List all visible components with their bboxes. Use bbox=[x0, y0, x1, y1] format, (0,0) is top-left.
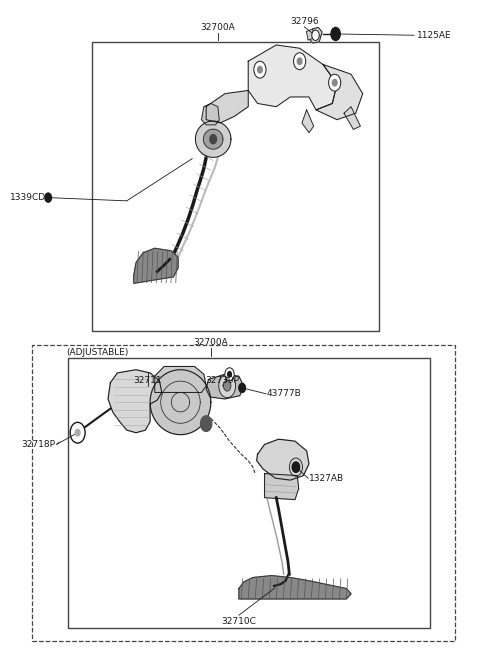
Polygon shape bbox=[134, 248, 178, 284]
Polygon shape bbox=[248, 45, 337, 110]
Circle shape bbox=[254, 61, 266, 78]
Circle shape bbox=[224, 381, 231, 391]
Text: 1125AE: 1125AE bbox=[417, 31, 451, 40]
Circle shape bbox=[70, 422, 85, 443]
Circle shape bbox=[201, 416, 212, 432]
Polygon shape bbox=[257, 440, 309, 480]
Circle shape bbox=[210, 135, 216, 143]
Circle shape bbox=[297, 58, 302, 64]
Polygon shape bbox=[155, 366, 206, 392]
Polygon shape bbox=[344, 107, 360, 130]
Text: 32711: 32711 bbox=[133, 376, 162, 384]
Text: 32710C: 32710C bbox=[221, 616, 256, 626]
Bar bbox=[32, 345, 455, 641]
Circle shape bbox=[329, 74, 341, 91]
Text: 1339CD: 1339CD bbox=[10, 193, 47, 202]
Circle shape bbox=[240, 384, 245, 392]
Polygon shape bbox=[204, 129, 223, 149]
Text: 1327AB: 1327AB bbox=[309, 474, 344, 483]
Polygon shape bbox=[239, 576, 351, 599]
Polygon shape bbox=[264, 474, 299, 500]
Polygon shape bbox=[316, 64, 363, 120]
Text: (ADJUSTABLE): (ADJUSTABLE) bbox=[66, 348, 128, 357]
Polygon shape bbox=[195, 121, 231, 157]
Text: 32700A: 32700A bbox=[201, 23, 235, 32]
Polygon shape bbox=[202, 103, 219, 125]
Polygon shape bbox=[309, 28, 322, 43]
Polygon shape bbox=[206, 90, 248, 123]
Polygon shape bbox=[206, 374, 243, 399]
Circle shape bbox=[219, 374, 236, 398]
Circle shape bbox=[292, 462, 300, 472]
Circle shape bbox=[312, 30, 319, 41]
Circle shape bbox=[45, 193, 51, 202]
Bar bbox=[92, 42, 379, 331]
Circle shape bbox=[333, 30, 339, 38]
Polygon shape bbox=[108, 369, 162, 433]
Circle shape bbox=[225, 367, 234, 381]
Circle shape bbox=[332, 79, 337, 86]
Circle shape bbox=[293, 463, 299, 471]
Text: 32718P: 32718P bbox=[22, 440, 56, 449]
Text: 43777B: 43777B bbox=[267, 389, 301, 398]
Text: 32796: 32796 bbox=[290, 16, 319, 26]
Circle shape bbox=[294, 53, 306, 69]
Circle shape bbox=[331, 28, 340, 41]
Circle shape bbox=[239, 383, 245, 392]
Polygon shape bbox=[150, 369, 211, 435]
Circle shape bbox=[258, 66, 262, 73]
Text: 32700A: 32700A bbox=[193, 338, 228, 347]
Bar bbox=[306, 29, 314, 40]
Circle shape bbox=[228, 371, 231, 377]
Bar bbox=[68, 358, 431, 627]
Text: 32739P: 32739P bbox=[205, 376, 240, 384]
Circle shape bbox=[75, 430, 80, 436]
Polygon shape bbox=[302, 110, 313, 133]
